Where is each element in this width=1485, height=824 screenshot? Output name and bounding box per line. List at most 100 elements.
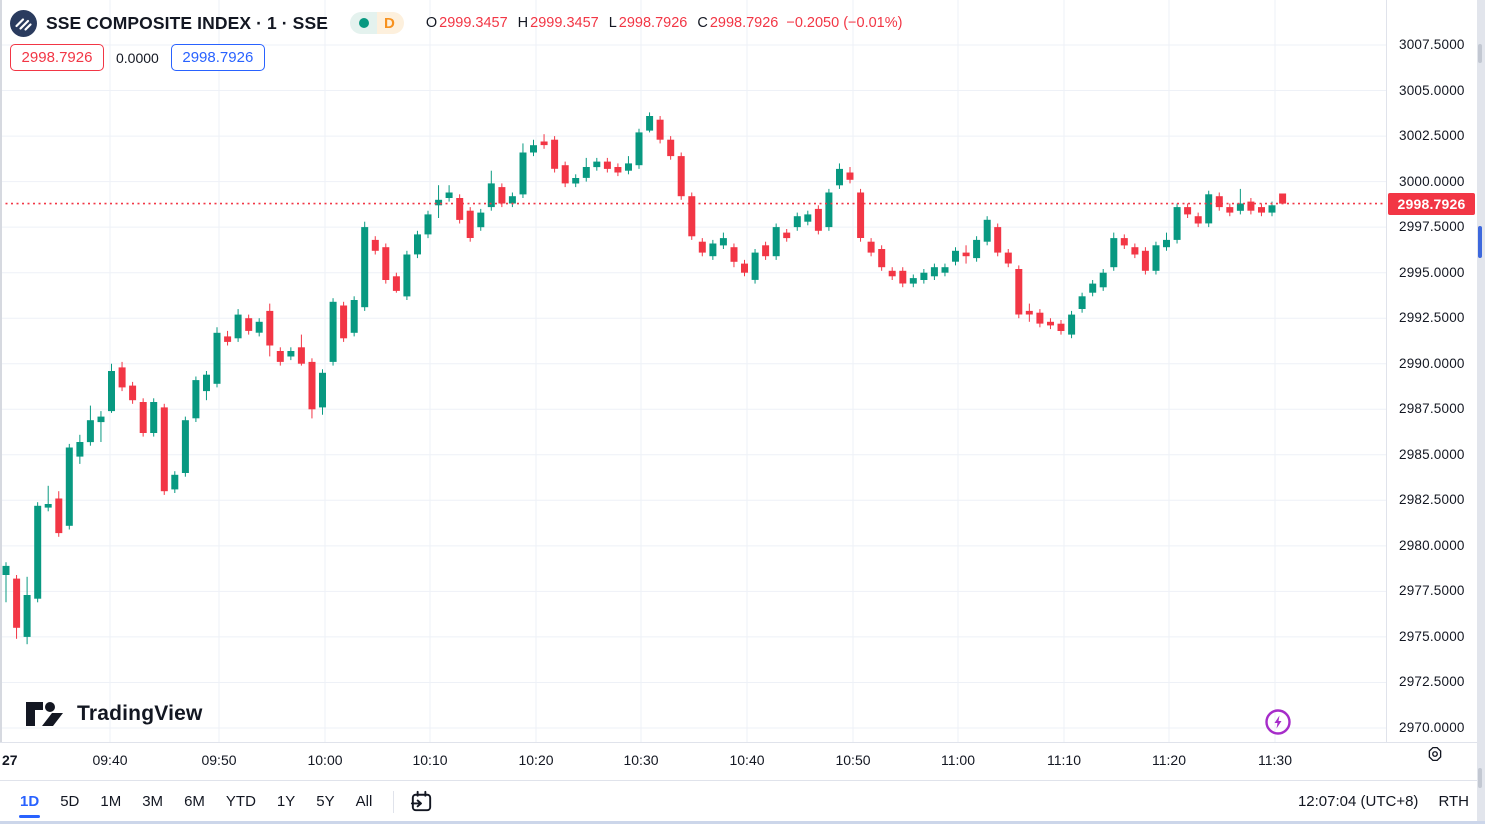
candle-body bbox=[973, 239, 981, 259]
candle-body bbox=[1152, 245, 1160, 271]
candle-body bbox=[741, 263, 748, 273]
candle-body bbox=[825, 192, 833, 228]
candle-body bbox=[783, 232, 791, 239]
price-scale-settings-icon[interactable] bbox=[1426, 745, 1444, 763]
candle-body bbox=[551, 139, 559, 169]
time-axis-label: 10:50 bbox=[835, 752, 871, 768]
go-to-date-icon[interactable] bbox=[408, 788, 435, 815]
change-value: −0.2050 (−0.01%) bbox=[786, 15, 903, 31]
candle-body bbox=[139, 402, 147, 433]
range-button-5d[interactable]: 5D bbox=[60, 792, 80, 810]
candle-body bbox=[888, 270, 896, 277]
candle-body bbox=[171, 474, 179, 490]
candle-body bbox=[160, 407, 168, 492]
tradingview-logo[interactable]: TradingView bbox=[25, 699, 203, 729]
candle-body bbox=[530, 145, 537, 153]
candle-body bbox=[909, 278, 917, 284]
candle-body bbox=[76, 442, 84, 457]
range-button-1d[interactable]: 1D bbox=[18, 789, 41, 814]
spread-value: 0.0000 bbox=[116, 49, 159, 66]
price-axis-label: 2972.5000 bbox=[1399, 674, 1465, 690]
time-axis-label: 11:00 bbox=[941, 752, 975, 768]
candle-body bbox=[983, 219, 991, 242]
candle-body bbox=[340, 305, 348, 339]
high-label: H bbox=[517, 15, 529, 31]
candle-body bbox=[751, 252, 759, 280]
time-axis-label: 27 bbox=[2, 752, 18, 768]
candle-body bbox=[477, 212, 485, 228]
price-axis-label: 2977.5000 bbox=[1399, 583, 1465, 599]
interval-badge-label: D bbox=[377, 12, 404, 34]
candle-body bbox=[213, 332, 221, 384]
time-axis-label: 10:00 bbox=[307, 752, 343, 768]
candle-body bbox=[371, 239, 379, 251]
range-button-1m[interactable]: 1M bbox=[100, 792, 122, 810]
price-axis[interactable]: 3007.5000 3005.0000 3002.5000 3000.0000 2997… bbox=[1386, 0, 1477, 742]
candlestick-plot[interactable] bbox=[0, 0, 1386, 742]
candle-body bbox=[55, 498, 63, 534]
symbol-title[interactable]: SSE COMPOSITE INDEX · 1 · SSE bbox=[46, 12, 328, 33]
candle-body bbox=[487, 183, 495, 208]
scrollbar-piece-top[interactable] bbox=[1478, 44, 1482, 63]
close-value: 2998.7926 bbox=[709, 15, 779, 31]
candle-body bbox=[1047, 321, 1054, 326]
price-axis-label: 3000.0000 bbox=[1399, 173, 1465, 189]
time-axis-label: 10:20 bbox=[518, 752, 554, 768]
candle-body bbox=[150, 402, 158, 433]
candle-body bbox=[878, 249, 886, 268]
buy-price-button[interactable]: 2998.7926 bbox=[170, 44, 265, 71]
candle-body bbox=[698, 241, 706, 253]
scrollbar-thumb[interactable] bbox=[1478, 226, 1482, 258]
candle-body bbox=[424, 214, 432, 235]
candle-body bbox=[445, 192, 453, 198]
open-label: O bbox=[425, 15, 438, 31]
candle-body bbox=[203, 374, 210, 392]
scrollbar-track[interactable] bbox=[1477, 0, 1485, 824]
candle-body bbox=[1236, 203, 1244, 211]
time-axis-label: 11:20 bbox=[1152, 752, 1186, 768]
candle-body bbox=[519, 152, 527, 195]
bottom-edge-strip bbox=[0, 821, 1485, 824]
scrollbar-piece-bottom[interactable] bbox=[1478, 768, 1482, 788]
candle-body bbox=[561, 165, 569, 184]
candle-body bbox=[1068, 314, 1076, 335]
candle-body bbox=[508, 196, 516, 204]
open-value: 2999.3457 bbox=[439, 15, 508, 31]
time-axis[interactable]: 27 09:40 09:50 10:00 10:10 10:20 10:30 10:40 10:… bbox=[0, 742, 1477, 780]
session-badge[interactable]: RTH bbox=[1438, 793, 1469, 810]
left-edge-border bbox=[0, 0, 2, 742]
instant-order-lightning-button[interactable] bbox=[1264, 708, 1292, 736]
candle-body bbox=[667, 139, 675, 157]
range-button-1y[interactable]: 1Y bbox=[276, 792, 296, 810]
interval-badge[interactable]: D bbox=[350, 12, 404, 34]
candle-body bbox=[86, 420, 94, 443]
price-axis-label: 2982.5000 bbox=[1399, 492, 1465, 508]
candle-body bbox=[572, 178, 580, 184]
sse-symbol-logo bbox=[10, 9, 37, 37]
sell-price-button[interactable]: 2998.7926 bbox=[10, 44, 104, 71]
candle-body bbox=[34, 505, 42, 599]
candle-body bbox=[1194, 216, 1202, 224]
time-axis-label: 11:10 bbox=[1047, 752, 1081, 768]
candle-body bbox=[857, 192, 865, 238]
candle-body bbox=[1215, 196, 1223, 208]
range-button-5y[interactable]: 5Y bbox=[316, 792, 335, 810]
time-axis-label: 10:40 bbox=[729, 752, 765, 768]
range-button-all[interactable]: All bbox=[355, 792, 373, 810]
range-button-ytd[interactable]: YTD bbox=[225, 792, 256, 810]
candle-body bbox=[403, 254, 411, 297]
candle-body bbox=[498, 187, 506, 204]
candle-body bbox=[297, 347, 305, 364]
candle-body bbox=[108, 371, 115, 412]
candle-body bbox=[266, 310, 274, 346]
price-axis-label: 2990.0000 bbox=[1399, 355, 1465, 371]
clock[interactable]: 12:07:04 (UTC+8) bbox=[1297, 793, 1419, 810]
candle-body bbox=[287, 351, 295, 357]
range-button-6m[interactable]: 6M bbox=[184, 792, 205, 810]
candle-body bbox=[1089, 283, 1097, 293]
candle-body bbox=[814, 208, 822, 231]
range-button-3m[interactable]: 3M bbox=[142, 792, 164, 810]
candle-body bbox=[952, 250, 959, 262]
candle-body bbox=[466, 210, 474, 238]
candle-body bbox=[1258, 207, 1265, 213]
